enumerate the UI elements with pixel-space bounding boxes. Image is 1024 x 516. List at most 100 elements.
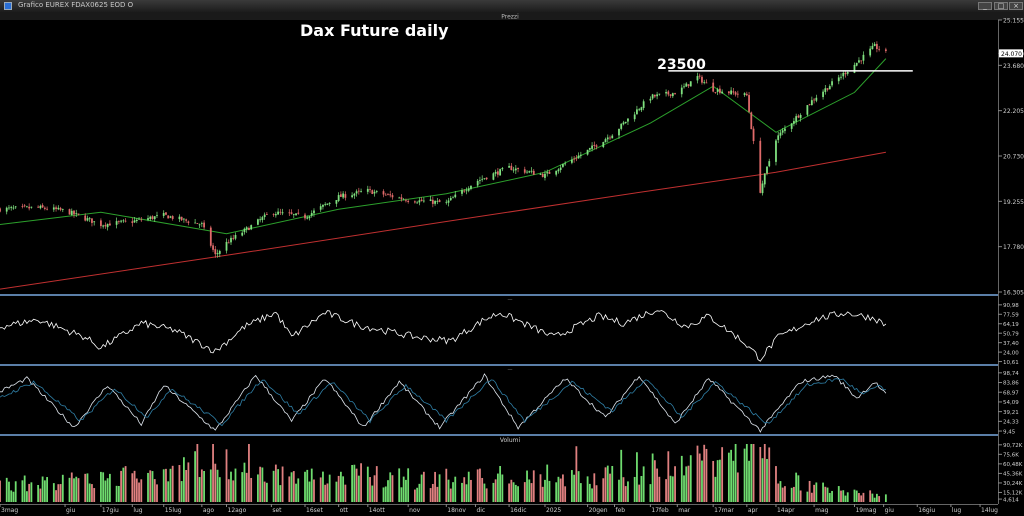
candle-up [342,193,345,198]
close-button[interactable]: × [1009,2,1023,10]
candle-up [257,219,259,225]
candle-down [344,194,347,198]
volume-bar [476,469,479,502]
maximize-button[interactable]: □ [994,2,1008,10]
candle-down [573,158,576,160]
candle-up [261,217,264,220]
x-tick-label: 18nov [447,507,466,514]
volume-bar [248,444,250,502]
volume-bar [674,466,676,502]
volume-bar [91,484,93,502]
candle-up [873,43,876,47]
volume-bar [203,470,205,502]
candle-up [721,91,724,94]
volume-bar [171,465,174,502]
candle-down [595,145,598,147]
x-tick-label: nov [409,507,420,514]
volume-bar [716,460,719,502]
candle-up [570,159,573,163]
candle-up [10,207,13,209]
volume-bar [422,471,425,502]
volume-bar [216,469,219,502]
volume_panel-tick-label: 75,6K [1003,453,1019,459]
volume-bar [517,486,519,502]
candle-down [104,224,107,227]
stochastic-tick-label: 83,86 [1003,381,1019,387]
volume-bar [75,476,78,502]
volume-bar [539,474,542,502]
candle-up [784,128,786,131]
candle-up [871,45,874,50]
candle-up [761,183,764,194]
candle-down [167,215,170,219]
volume-bar [759,447,762,502]
candle-down [41,205,44,208]
volume-bar [351,465,354,502]
volume-bar [407,468,410,502]
volume-bar [611,465,614,502]
volume-bar [194,451,197,502]
volume-bar [665,479,667,502]
candle-up [822,91,824,98]
volume-bar [234,468,237,502]
candle-down [171,216,174,219]
candle-up [730,90,733,95]
volume-bar [288,476,291,502]
candle-down [884,49,887,52]
candle-down [391,195,394,198]
candle-up [447,200,450,203]
volume-bar [624,486,627,502]
volume-bar [494,479,497,502]
candle-up [837,77,840,82]
volume-bar [579,483,582,502]
candle-down [860,60,863,62]
volume-bar [548,480,551,502]
volume-bar [124,466,127,502]
candle-down [91,218,93,223]
volume-bar [5,477,8,502]
volume-bar [39,488,42,502]
candle-down [117,221,120,223]
volume-bar [360,463,362,502]
volume-bar [241,472,244,502]
volume-bar [795,472,798,502]
volume-bar [70,472,73,502]
candle-down [407,200,410,202]
volume_panel-tick-label: 4,614 [1003,497,1019,503]
moving-average-line-1 [0,58,887,235]
candle-up [156,215,158,216]
candle-up [649,98,652,101]
volume-bar [604,467,607,502]
candle-up [398,197,401,199]
volume-bar [447,479,450,502]
candle-up [651,94,654,99]
candle-up [636,109,638,115]
volume-bar [799,490,802,502]
volume-bar [743,448,746,502]
volume-bar [227,479,230,502]
volume-bar [714,476,717,502]
volume-bar [259,466,262,502]
candle-down [438,200,441,203]
volume-bar [389,472,392,502]
volume-bar [41,476,44,502]
volume-bar [884,494,887,502]
volume-bar [636,452,638,502]
volume-bar [43,480,46,502]
rsi-tick-label: 64,19 [1003,322,1019,328]
candle-up [436,200,439,202]
candle-down [290,212,293,214]
candle-up [149,216,152,219]
candle-up [162,213,165,216]
x-tick-label: giu [66,507,75,514]
candle-up [281,212,284,214]
candle-down [510,165,513,171]
candle-down [232,237,235,239]
candle-up [102,225,105,227]
volume-bar [12,491,15,502]
candle-up [743,93,746,96]
candle-down [748,95,750,112]
volume-bar [651,453,654,502]
minimize-button[interactable]: _ [978,2,992,10]
rsi-tick-label: 77,59 [1003,312,1019,318]
